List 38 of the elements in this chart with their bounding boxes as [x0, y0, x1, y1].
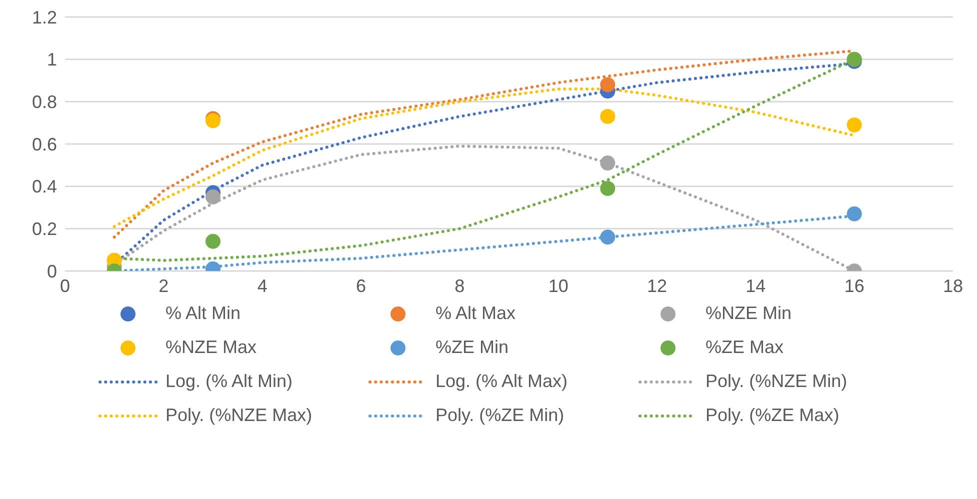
x-tick-label: 6	[356, 276, 366, 296]
legend-label: % Alt Min	[166, 303, 241, 324]
point	[600, 230, 616, 245]
point	[206, 234, 220, 249]
x-tick-label: 16	[844, 276, 864, 296]
point	[600, 77, 616, 92]
x-tick-label: 18	[942, 276, 964, 296]
legend-label: %NZE Max	[166, 337, 257, 358]
point	[206, 189, 220, 204]
point	[600, 108, 616, 124]
x-tick-label: 10	[548, 276, 568, 296]
y-tick-label: 1.2	[32, 7, 57, 28]
y-tick-label: 1	[46, 50, 57, 70]
x-tick-label: 2	[158, 276, 169, 296]
x-tick-label: 14	[746, 276, 766, 296]
legend-label: Poly. (%ZE Min)	[436, 405, 564, 426]
x-tick-label: 0	[60, 276, 70, 296]
legend-label: Poly. (%ZE Max)	[706, 405, 840, 426]
x-tick-label: 8	[454, 276, 465, 296]
point	[846, 206, 862, 222]
point	[600, 156, 616, 171]
y-tick-label: 0.4	[32, 176, 57, 197]
legend-label: %NZE Min	[706, 303, 792, 324]
legend-label: %ZE Max	[706, 337, 784, 358]
point	[600, 180, 616, 196]
legend-label: % Alt Max	[436, 303, 516, 324]
legend-label: %ZE Min	[436, 337, 509, 358]
y-tick-label: 0.6	[32, 134, 57, 154]
legend-label: Poly. (%NZE Max)	[166, 405, 312, 426]
x-tick-label: 12	[646, 276, 668, 296]
y-tick-label: 0	[46, 261, 57, 282]
y-tick-label: 0.2	[32, 219, 57, 240]
point	[846, 117, 862, 132]
legend-label: Log. (% Alt Max)	[436, 371, 568, 392]
x-tick-label: 4	[257, 276, 268, 296]
legend-label: Log. (% Alt Min)	[166, 371, 293, 392]
legend-label: Poly. (%NZE Min)	[706, 371, 848, 392]
y-tick-label: 0.8	[32, 92, 57, 112]
